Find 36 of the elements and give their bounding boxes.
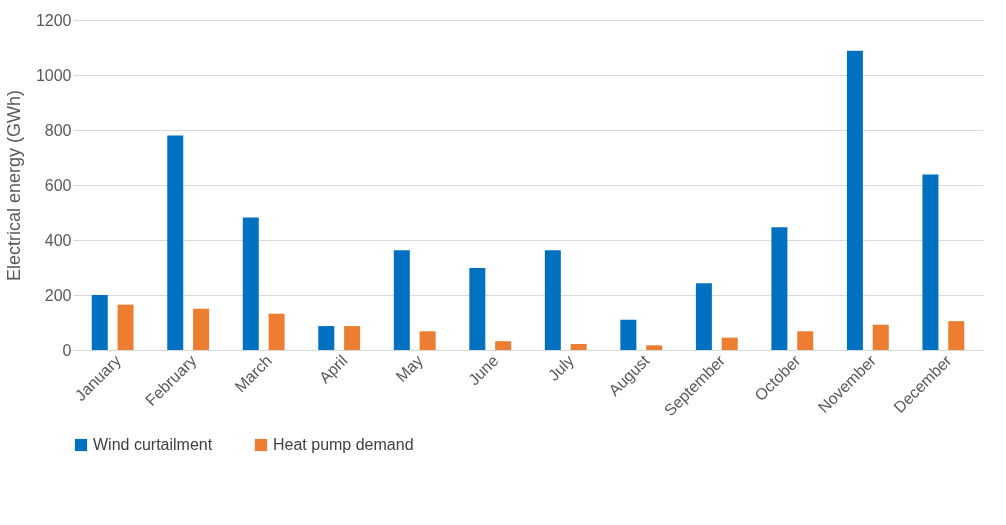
bar xyxy=(922,174,939,350)
bar xyxy=(620,319,637,350)
bar xyxy=(344,326,361,350)
bar xyxy=(872,324,889,350)
bar xyxy=(91,295,108,350)
bar xyxy=(544,250,561,350)
y-tick-label: 800 xyxy=(44,121,72,139)
bar xyxy=(419,331,436,350)
bar xyxy=(721,337,738,350)
y-tick-label: 400 xyxy=(44,231,72,249)
bar xyxy=(167,135,184,350)
bar xyxy=(117,304,134,350)
y-tick-label: 200 xyxy=(44,286,72,304)
x-tick-label: July xyxy=(544,351,578,384)
bar xyxy=(570,343,587,350)
legend-label: Wind curtailment xyxy=(93,436,213,453)
bar xyxy=(242,217,259,350)
y-tick-label: 1200 xyxy=(35,11,72,29)
x-tick-label: May xyxy=(392,351,427,386)
bar xyxy=(771,227,788,350)
bar xyxy=(193,308,210,350)
bar xyxy=(797,331,814,350)
bar xyxy=(469,268,486,350)
y-tick-label: 0 xyxy=(62,341,72,359)
bar xyxy=(393,250,410,350)
bar xyxy=(695,283,712,350)
legend-label: Heat pump demand xyxy=(273,436,414,453)
bar xyxy=(948,321,965,350)
bar xyxy=(268,313,285,350)
y-axis-title: Electrical energy (GWh) xyxy=(3,89,24,282)
bar xyxy=(318,326,335,350)
bar xyxy=(846,50,863,350)
y-tick-label: 1000 xyxy=(35,66,72,84)
bar xyxy=(646,345,663,350)
bar xyxy=(495,341,512,350)
y-tick-label: 600 xyxy=(44,176,72,194)
